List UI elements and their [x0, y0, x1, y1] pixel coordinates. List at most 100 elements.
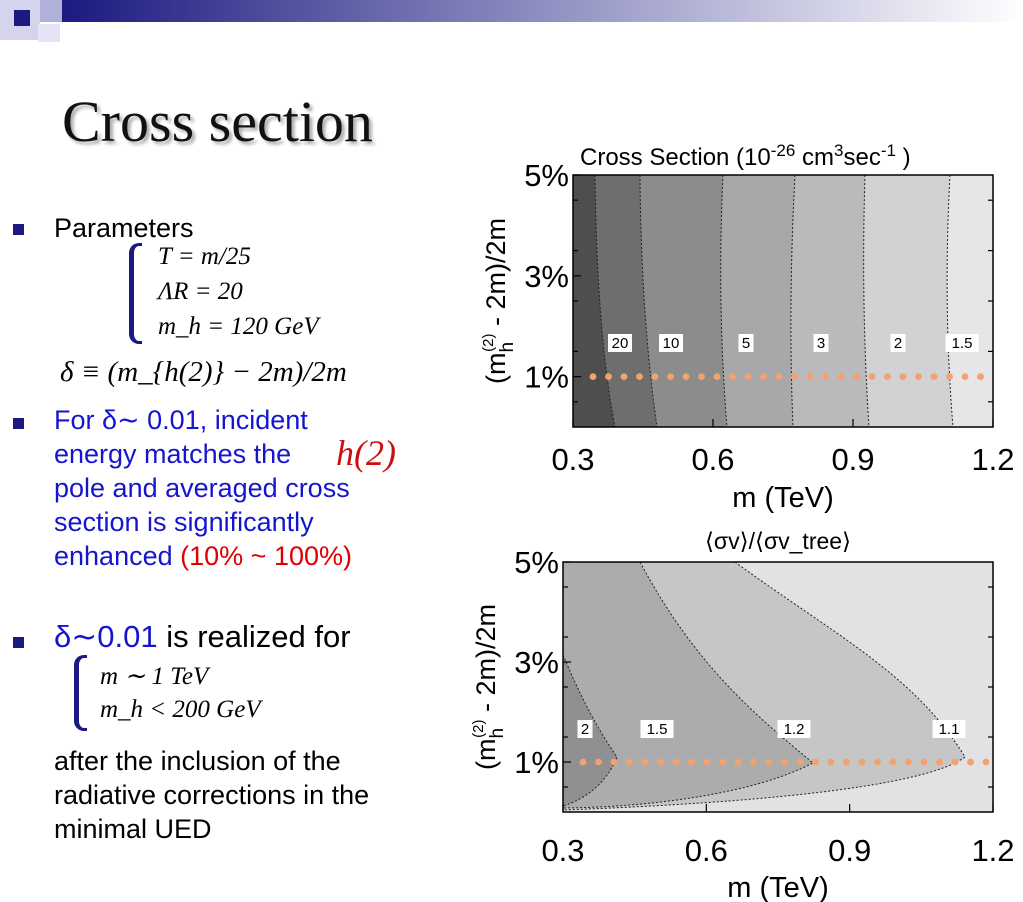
- contour-label-bg: [738, 334, 754, 352]
- y-tick-label: 3%: [514, 645, 559, 680]
- delta-dot: [781, 758, 788, 766]
- delta-dot: [858, 758, 866, 766]
- x-tick-label: 0.6: [685, 833, 728, 868]
- enhanced-text: enhanced: [54, 541, 173, 571]
- delta-dot: [915, 373, 922, 380]
- contour-label: 3: [817, 335, 825, 352]
- delta-dot: [843, 758, 850, 766]
- y-tick-label: 5%: [514, 545, 559, 580]
- x-tick-label: 0.9: [828, 833, 871, 868]
- slide-title: Cross section: [62, 89, 373, 154]
- delta-dot: [765, 758, 773, 766]
- contour-label-bg: [777, 720, 811, 738]
- y-tick-label: 1%: [524, 360, 569, 395]
- delta-condition: δ∼0.01: [54, 619, 158, 654]
- delta-dot: [791, 373, 798, 380]
- param-mh: m_h = 120 GeV: [158, 313, 319, 340]
- tail-line-2: radiative corrections in the: [54, 780, 370, 810]
- x-tick-label: 0.6: [691, 442, 734, 477]
- b2-line-5: enhanced (10% ~ 100%): [54, 539, 352, 573]
- chart-plot-area: [562, 561, 994, 813]
- delta-dot: [626, 758, 633, 766]
- contour-label: 10: [663, 335, 680, 352]
- x-axis-label: m (TeV): [732, 482, 834, 514]
- chart-title: ⟨σv⟩/⟨σv_tree⟩: [705, 528, 851, 554]
- delta-dot: [667, 373, 674, 380]
- contour-label: 2: [894, 335, 902, 352]
- delta-dot: [657, 758, 664, 766]
- delta-dot: [889, 758, 897, 766]
- delta-dot: [605, 373, 612, 380]
- contour-label: 2: [581, 721, 589, 738]
- enhancement-range: (10% ~ 100%): [180, 541, 352, 571]
- delta-dot: [796, 758, 804, 766]
- delta-dot: [636, 373, 643, 380]
- contour-label: 5: [742, 335, 750, 352]
- delta-dot: [734, 758, 742, 766]
- delta-dot: [967, 758, 974, 766]
- contour-label: 1.2: [784, 721, 805, 738]
- delta-dot: [641, 758, 649, 766]
- param-t: T = m/25: [158, 243, 251, 270]
- delta-dot: [961, 373, 969, 380]
- contour-label: 1.5: [647, 721, 668, 738]
- delta-dot: [827, 758, 835, 766]
- contour-label-bg: [608, 334, 632, 352]
- delta-dot: [920, 758, 928, 766]
- delta-dot: [760, 373, 767, 380]
- cross-section-chart: 20 10 5 3 2 1.5 0.3 0.6 0.9 1.2 1% 3% 5% Cross Secti…: [480, 141, 1015, 514]
- contour-label: 1.1: [939, 721, 960, 738]
- delta-dot: [750, 758, 757, 766]
- delta-dot: [930, 373, 938, 380]
- chart-title: Cross Section (10-26 cm3sec-1 ): [580, 141, 911, 171]
- y-axis-label: (mh(2) - 2m)/2m: [480, 218, 518, 384]
- y-tick-label: 1%: [514, 745, 559, 780]
- y-tick-label: 5%: [524, 158, 569, 193]
- delta-dot: [651, 373, 659, 380]
- delta-dot: [936, 758, 943, 766]
- param-lambda-r: ΛR = 20: [158, 278, 243, 305]
- bullet-marker: [13, 224, 24, 235]
- y-axis-label: (mh(2) - 2m)/2m: [470, 604, 508, 770]
- delta-dot: [672, 758, 680, 766]
- delta-dot: [899, 373, 907, 380]
- delta-dot: [744, 373, 752, 380]
- tail-line-3: minimal UED: [54, 814, 212, 844]
- b2-line-2: energy matches the: [54, 439, 292, 469]
- contour-label-bg: [945, 334, 979, 352]
- delta-dot: [595, 758, 602, 766]
- x-tick-label: 0.3: [541, 833, 584, 868]
- delta-dot: [884, 373, 891, 380]
- bullet-marker: [13, 637, 24, 648]
- delta-dot: [853, 373, 860, 380]
- delta-dot: [982, 758, 990, 766]
- contour-label-bg: [890, 334, 906, 352]
- tail-line-1: after the inclusion of the: [54, 746, 341, 776]
- delta-dot: [688, 758, 695, 766]
- contour-label: 1.5: [952, 335, 973, 352]
- x-tick-label: 0.9: [831, 442, 874, 477]
- x-tick-label: 1.2: [971, 833, 1014, 868]
- delta-dot: [874, 758, 881, 766]
- params-brace: [129, 243, 142, 344]
- conditions-brace: [74, 655, 87, 731]
- delta-dot: [610, 758, 618, 766]
- delta-dot: [822, 373, 829, 380]
- x-tick-label: 1.2: [971, 442, 1014, 477]
- b2-line-1: For δ∼ 0.01, incident: [54, 405, 308, 435]
- cond-mh: m_h < 200 GeV: [100, 696, 261, 723]
- header-decoration: [0, 0, 1023, 42]
- delta-dot: [719, 758, 726, 766]
- cond-m: m ∼ 1 TeV: [100, 663, 209, 690]
- chart-plot-area: [572, 174, 994, 428]
- b3-line: δ∼0.01 is realized for: [54, 620, 351, 654]
- realized-text: is realized for: [157, 619, 351, 654]
- delta-dot: [946, 373, 953, 380]
- delta-dot: [620, 373, 628, 380]
- delta-dot: [812, 758, 819, 766]
- contour-label-bg: [640, 720, 674, 738]
- contour-label-bg: [577, 720, 593, 738]
- contour-label: 20: [612, 335, 629, 352]
- contour-label-bg: [813, 334, 829, 352]
- b2-line-4: section is significantly: [54, 507, 314, 537]
